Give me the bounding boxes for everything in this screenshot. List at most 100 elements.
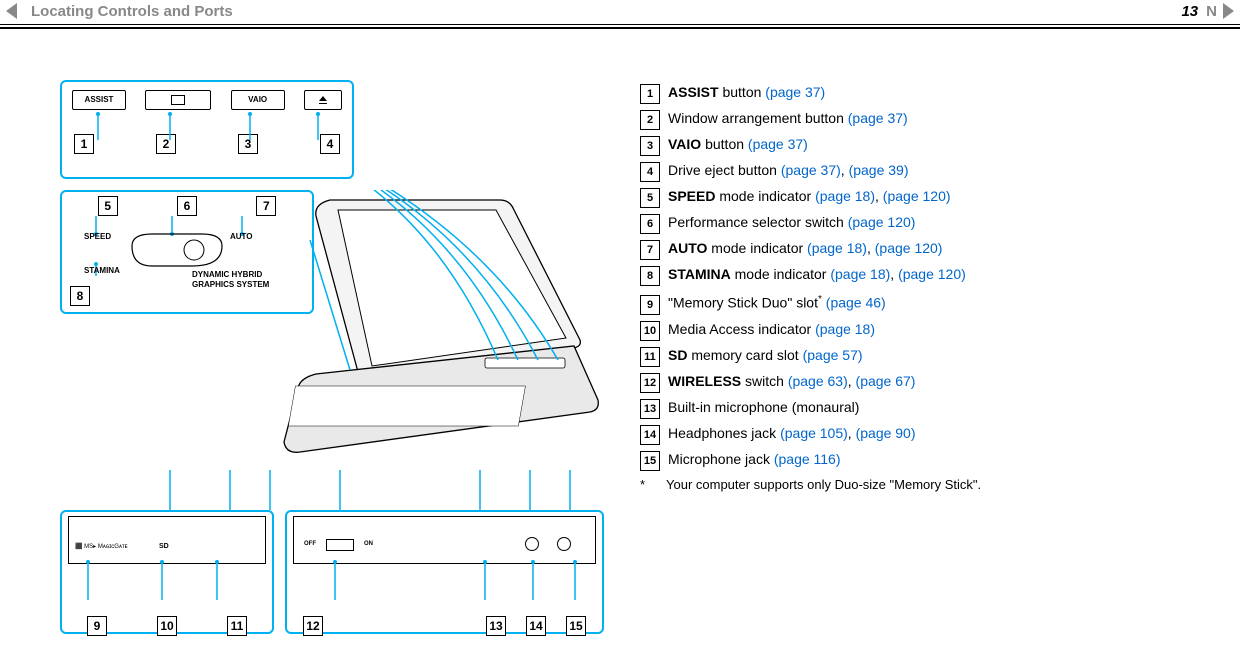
list-item: 10 Media Access indicator (page 18)	[640, 317, 1200, 341]
callout-num-15: 15	[566, 616, 586, 636]
list-item-number: 9	[640, 295, 660, 315]
page-link[interactable]: (page 116)	[774, 451, 841, 467]
hw-eject-button	[304, 90, 342, 110]
list-item-number: 5	[640, 188, 660, 208]
sd-label: SD	[159, 543, 169, 550]
list-item-text: Headphones jack (page 105), (page 90)	[668, 421, 916, 445]
list-item-text: WIRELESS switch (page 63), (page 67)	[668, 369, 915, 393]
callout-num-11: 11	[227, 616, 247, 636]
header-rule-thin	[0, 24, 1240, 25]
page-link[interactable]: (page 46)	[826, 295, 886, 311]
callout-list: 1 ASSIST button (page 37) 2 Window arrangem…	[640, 80, 1200, 492]
callout-num-12: 12	[303, 616, 323, 636]
list-item-text: "Memory Stick Duo" slot* (page 46)	[668, 288, 886, 315]
callout-num-6: 6	[177, 196, 197, 216]
footnote: *Your computer supports only Duo-size "M…	[640, 477, 1200, 492]
page-n-letter: N	[1206, 3, 1217, 20]
page-link[interactable]: (page 39)	[849, 162, 909, 178]
list-item: 4 Drive eject button (page 37), (page 39)	[640, 158, 1200, 182]
front-edge-left: SD ⬛ MS▸ MᴀɢɪᴄGᴀᴛᴇ	[68, 516, 266, 564]
perf-label-speed: SPEED	[84, 232, 111, 241]
list-item-text: Drive eject button (page 37), (page 39)	[668, 158, 909, 182]
list-item-text: ASSIST button (page 37)	[668, 80, 825, 104]
page-link[interactable]: (page 120)	[875, 240, 943, 256]
callout-front-right: OFF ON 12 13 14 15	[285, 510, 604, 634]
list-item-text: Media Access indicator (page 18)	[668, 317, 875, 341]
list-item: 9 "Memory Stick Duo" slot* (page 46)	[640, 288, 1200, 315]
nav-prev-icon[interactable]	[6, 3, 17, 19]
list-item-text: VAIO button (page 37)	[668, 132, 808, 156]
list-item-number: 14	[640, 425, 660, 445]
callout-front-left: SD ⬛ MS▸ MᴀɢɪᴄGᴀᴛᴇ 9 10 11	[60, 510, 274, 634]
list-item: 1 ASSIST button (page 37)	[640, 80, 1200, 104]
section-title: Locating Controls and Ports	[31, 3, 233, 20]
list-item-number: 2	[640, 110, 660, 130]
list-item: 15 Microphone jack (page 116)	[640, 447, 1200, 471]
callout-num-14: 14	[526, 616, 546, 636]
page-link[interactable]: (page 18)	[815, 321, 875, 337]
laptop-illustration	[220, 190, 600, 470]
list-item-text: STAMINA mode indicator (page 18), (page …	[668, 262, 966, 286]
header-rule-thick	[0, 27, 1240, 29]
list-item-number: 13	[640, 399, 660, 419]
page-link[interactable]: (page 120)	[848, 214, 916, 230]
page-link[interactable]: (page 120)	[898, 266, 966, 282]
list-item-number: 6	[640, 214, 660, 234]
on-label: ON	[364, 541, 373, 547]
page-link[interactable]: (page 120)	[883, 188, 951, 204]
page-link[interactable]: (page 18)	[830, 266, 890, 282]
page-link[interactable]: (page 37)	[781, 162, 841, 178]
off-label: OFF	[304, 541, 316, 547]
list-item-number: 3	[640, 136, 660, 156]
hw-window-button	[145, 90, 211, 110]
list-item: 12 WIRELESS switch (page 63), (page 67)	[640, 369, 1200, 393]
list-item-number: 15	[640, 451, 660, 471]
list-item-text: Window arrangement button (page 37)	[668, 106, 908, 130]
page-link[interactable]: (page 63)	[788, 373, 848, 389]
callout-num-5: 5	[98, 196, 118, 216]
list-item: 11SD memory card slot (page 57)	[640, 343, 1200, 367]
callout-num-10: 10	[157, 616, 177, 636]
page-link[interactable]: (page 37)	[748, 136, 808, 152]
callout-num-9: 9	[87, 616, 107, 636]
hw-vaio-button: VAIO	[231, 90, 285, 110]
list-item-text: Microphone jack (page 116)	[668, 447, 841, 471]
callout-leaders-top	[62, 112, 352, 142]
list-item-number: 4	[640, 162, 660, 182]
list-item-text: AUTO mode indicator (page 18), (page 120…	[668, 236, 942, 260]
list-item: 2 Window arrangement button (page 37)	[640, 106, 1200, 130]
page-link[interactable]: (page 18)	[807, 240, 867, 256]
hw-assist-button: ASSIST	[72, 90, 126, 110]
page-link[interactable]: (page 57)	[803, 347, 863, 363]
page-link[interactable]: (page 18)	[815, 188, 875, 204]
page-link[interactable]: (page 37)	[848, 110, 908, 126]
page-link[interactable]: (page 105)	[780, 425, 848, 441]
callout-leaders-br	[287, 560, 602, 604]
perf-label-stamina: STAMINA	[84, 266, 120, 275]
list-item-text: SD memory card slot (page 57)	[668, 343, 863, 367]
list-item-text: SPEED mode indicator (page 18), (page 12…	[668, 184, 951, 208]
callout-top-buttons: ASSIST VAIO 1 2 3 4	[60, 80, 354, 179]
list-item-number: 12	[640, 373, 660, 393]
list-item: 3 VAIO button (page 37)	[640, 132, 1200, 156]
callout-leaders-bl	[62, 560, 272, 604]
list-item-text: Performance selector switch (page 120)	[668, 210, 915, 234]
list-item: 13Built-in microphone (monaural)	[640, 395, 1200, 419]
nav-next-icon[interactable]	[1223, 3, 1234, 19]
list-item: 5 SPEED mode indicator (page 18), (page 1…	[640, 184, 1200, 208]
list-item-number: 1	[640, 84, 660, 104]
page-link[interactable]: (page 67)	[856, 373, 916, 389]
page-link[interactable]: (page 90)	[856, 425, 916, 441]
list-item: 14 Headphones jack (page 105), (page 90)	[640, 421, 1200, 445]
list-item-number: 7	[640, 240, 660, 260]
callout-num-13: 13	[486, 616, 506, 636]
front-edge-right: OFF ON	[293, 516, 596, 564]
page-link[interactable]: (page 37)	[765, 84, 825, 100]
list-item-number: 10	[640, 321, 660, 341]
page-number: 13	[1181, 3, 1198, 20]
list-item: 6 Performance selector switch (page 120)	[640, 210, 1200, 234]
list-item-number: 8	[640, 266, 660, 286]
figure-area: ASSIST VAIO 1 2 3 4	[60, 80, 600, 640]
list-item: 7 AUTO mode indicator (page 18), (page 12…	[640, 236, 1200, 260]
list-item: 8 STAMINA mode indicator (page 18), (page…	[640, 262, 1200, 286]
